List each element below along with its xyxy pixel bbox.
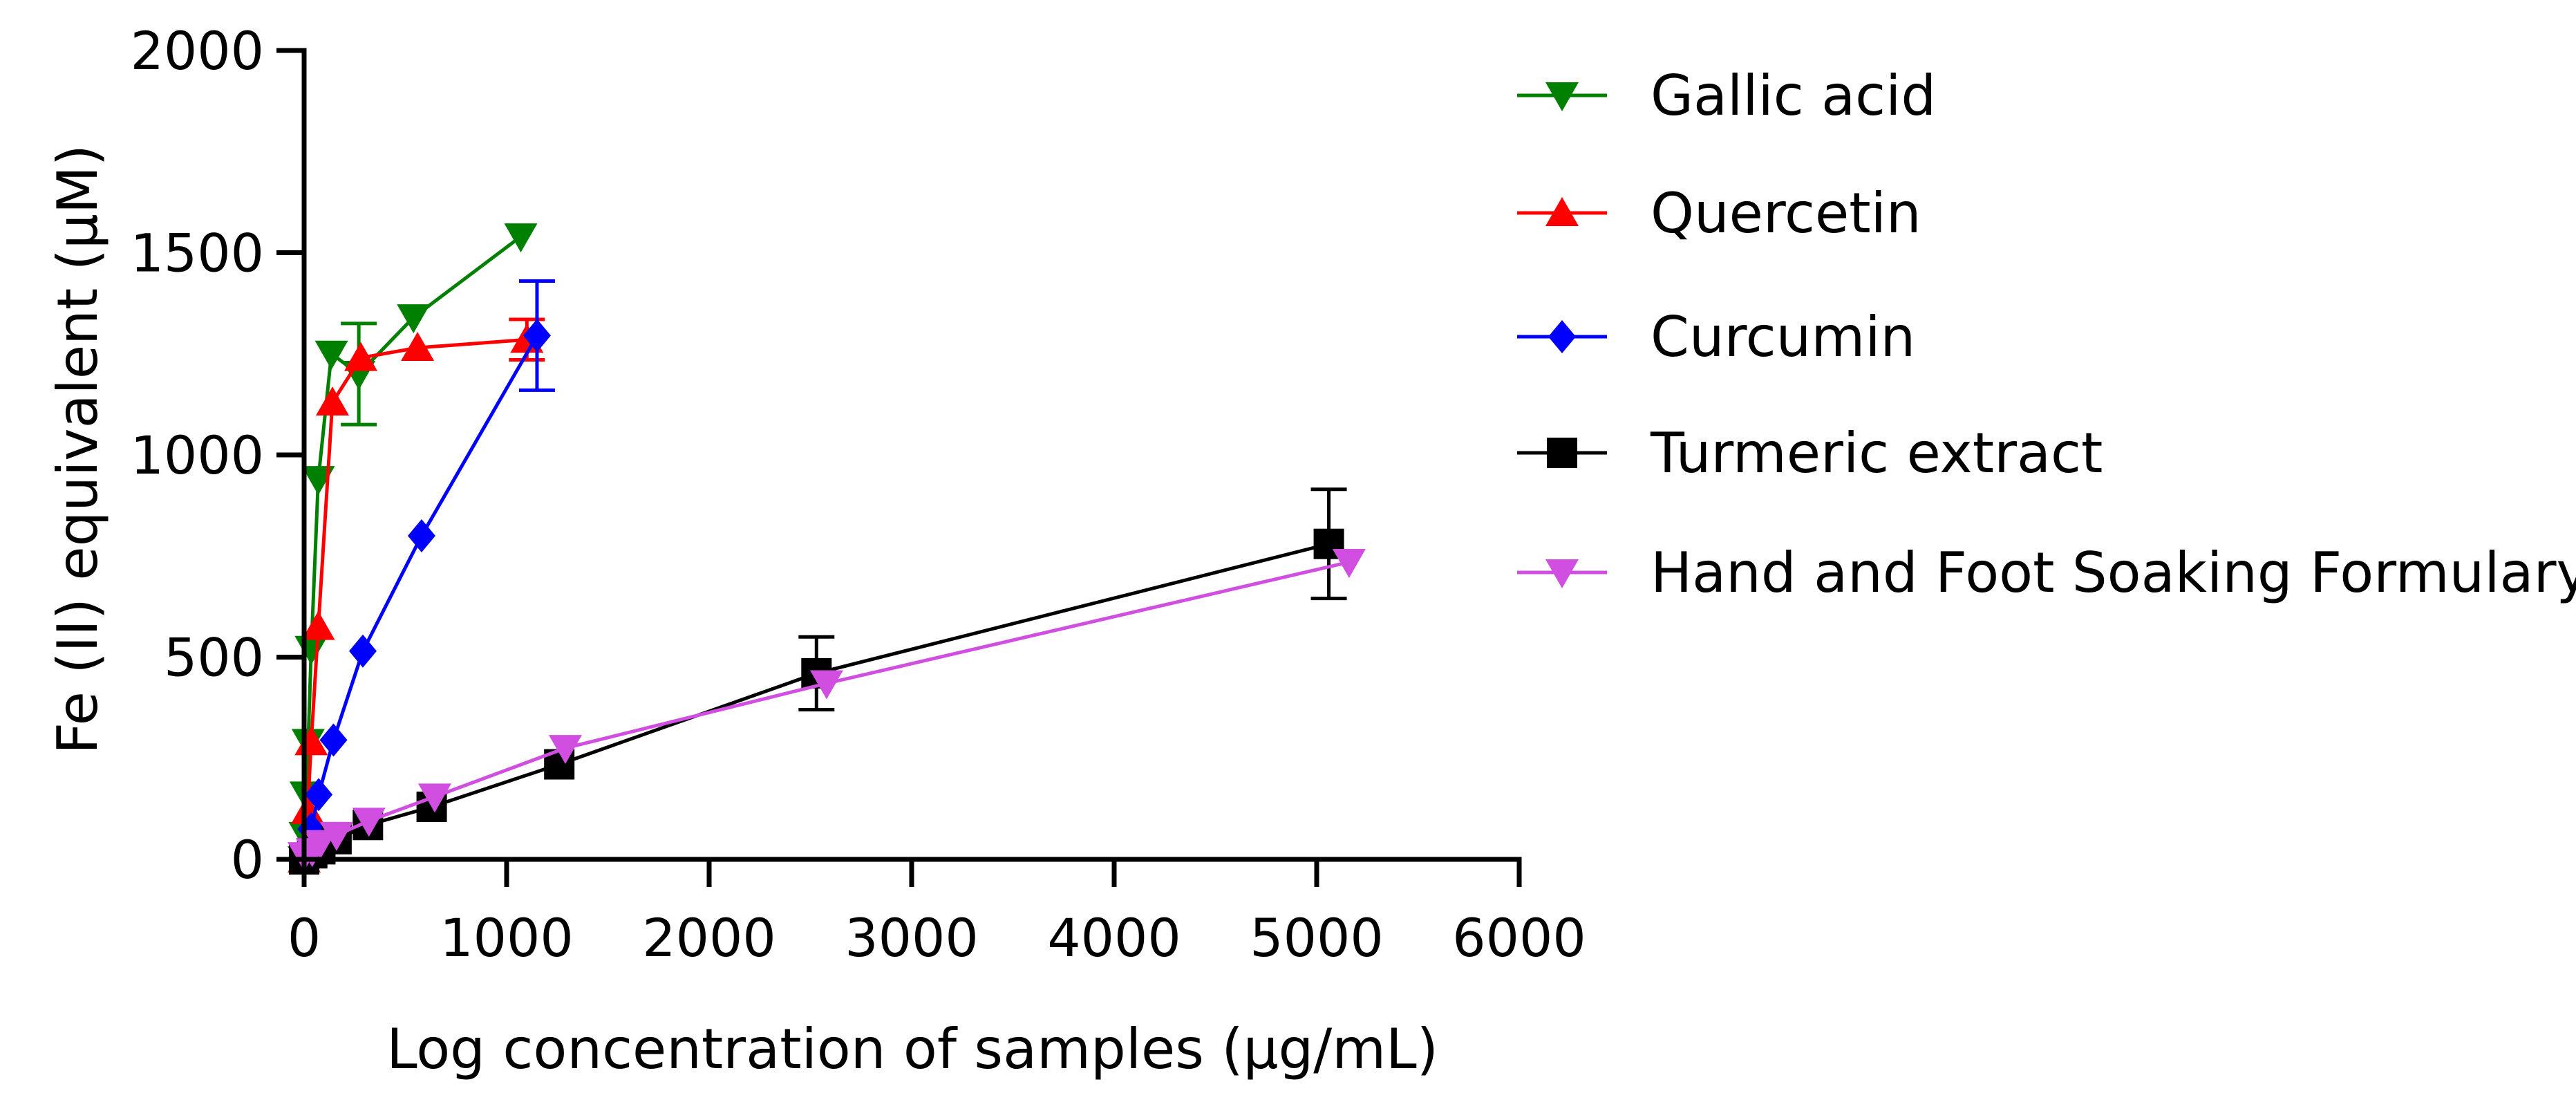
y-axis-title: Fe (II) equivalent (µM) — [46, 144, 110, 754]
legend-marker — [1547, 438, 1577, 468]
data-point — [301, 466, 335, 496]
y-tick-label: 0 — [231, 829, 264, 890]
legend: Gallic acid Quercetin Curcumin Turmeric ext… — [1517, 64, 2576, 605]
data-point — [301, 610, 335, 640]
axes: 0 500 1000 1500 2000 0 1000 2000 3000 4000 5000 60… — [131, 20, 1586, 969]
legend-item: Gallic acid — [1517, 64, 1936, 128]
x-ticks: 0 1000 2000 3000 4000 5000 6000 — [288, 859, 1586, 969]
data-point — [407, 519, 435, 552]
legend-marker — [1545, 82, 1579, 111]
x-tick-label: 6000 — [1452, 907, 1586, 969]
data-point — [348, 634, 377, 668]
legend-item: Turmeric extract — [1517, 421, 2103, 485]
x-tick-label: 5000 — [1250, 907, 1383, 969]
x-axis-title: Log concentration of samples (µg/mL) — [386, 1017, 1438, 1081]
data-point — [397, 304, 431, 334]
legend-item: Quercetin — [1517, 181, 1921, 245]
legend-marker — [1545, 197, 1579, 226]
data-point — [290, 794, 324, 824]
data-point — [319, 723, 348, 757]
plot-area — [288, 223, 1366, 876]
x-tick-label: 4000 — [1047, 907, 1181, 969]
data-point — [303, 830, 337, 859]
data-point — [523, 319, 551, 353]
legend-label: Turmeric extract — [1650, 421, 2103, 485]
x-tick-label: 2000 — [642, 907, 775, 969]
data-point — [305, 778, 333, 812]
data-point — [548, 735, 582, 765]
data-point — [344, 342, 378, 371]
legend-label: Gallic acid — [1651, 64, 1936, 128]
y-tick-label: 500 — [164, 627, 264, 689]
legend-item: Curcumin — [1517, 305, 1915, 369]
y-tick-label: 2000 — [131, 20, 264, 82]
legend-label: Curcumin — [1651, 305, 1915, 369]
legend-label: Hand and Foot Soaking Formulary — [1651, 541, 2576, 605]
series-line — [302, 337, 527, 860]
data-point — [417, 783, 451, 813]
x-tick-label: 1000 — [440, 907, 573, 969]
y-tick-label: 1500 — [131, 223, 264, 284]
data-point — [1332, 549, 1366, 579]
data-point — [294, 635, 328, 665]
legend-marker — [1545, 559, 1579, 588]
data-point — [319, 821, 353, 851]
data-point — [401, 331, 435, 361]
x-tick-label: 0 — [288, 907, 321, 969]
data-point — [504, 223, 538, 253]
y-ticks: 0 500 1000 1500 2000 — [131, 20, 304, 890]
x-tick-label: 3000 — [845, 907, 978, 969]
y-tick-label: 1000 — [131, 424, 264, 486]
data-point — [352, 808, 386, 837]
data-point — [809, 670, 843, 700]
legend-marker — [1548, 320, 1576, 353]
data-point — [316, 386, 350, 416]
legend-item: Hand and Foot Soaking Formulary — [1517, 541, 2576, 605]
series-hand-and-foot-soaking-formulary — [288, 549, 1366, 872]
legend-label: Quercetin — [1651, 181, 1921, 245]
data-point — [314, 340, 348, 370]
